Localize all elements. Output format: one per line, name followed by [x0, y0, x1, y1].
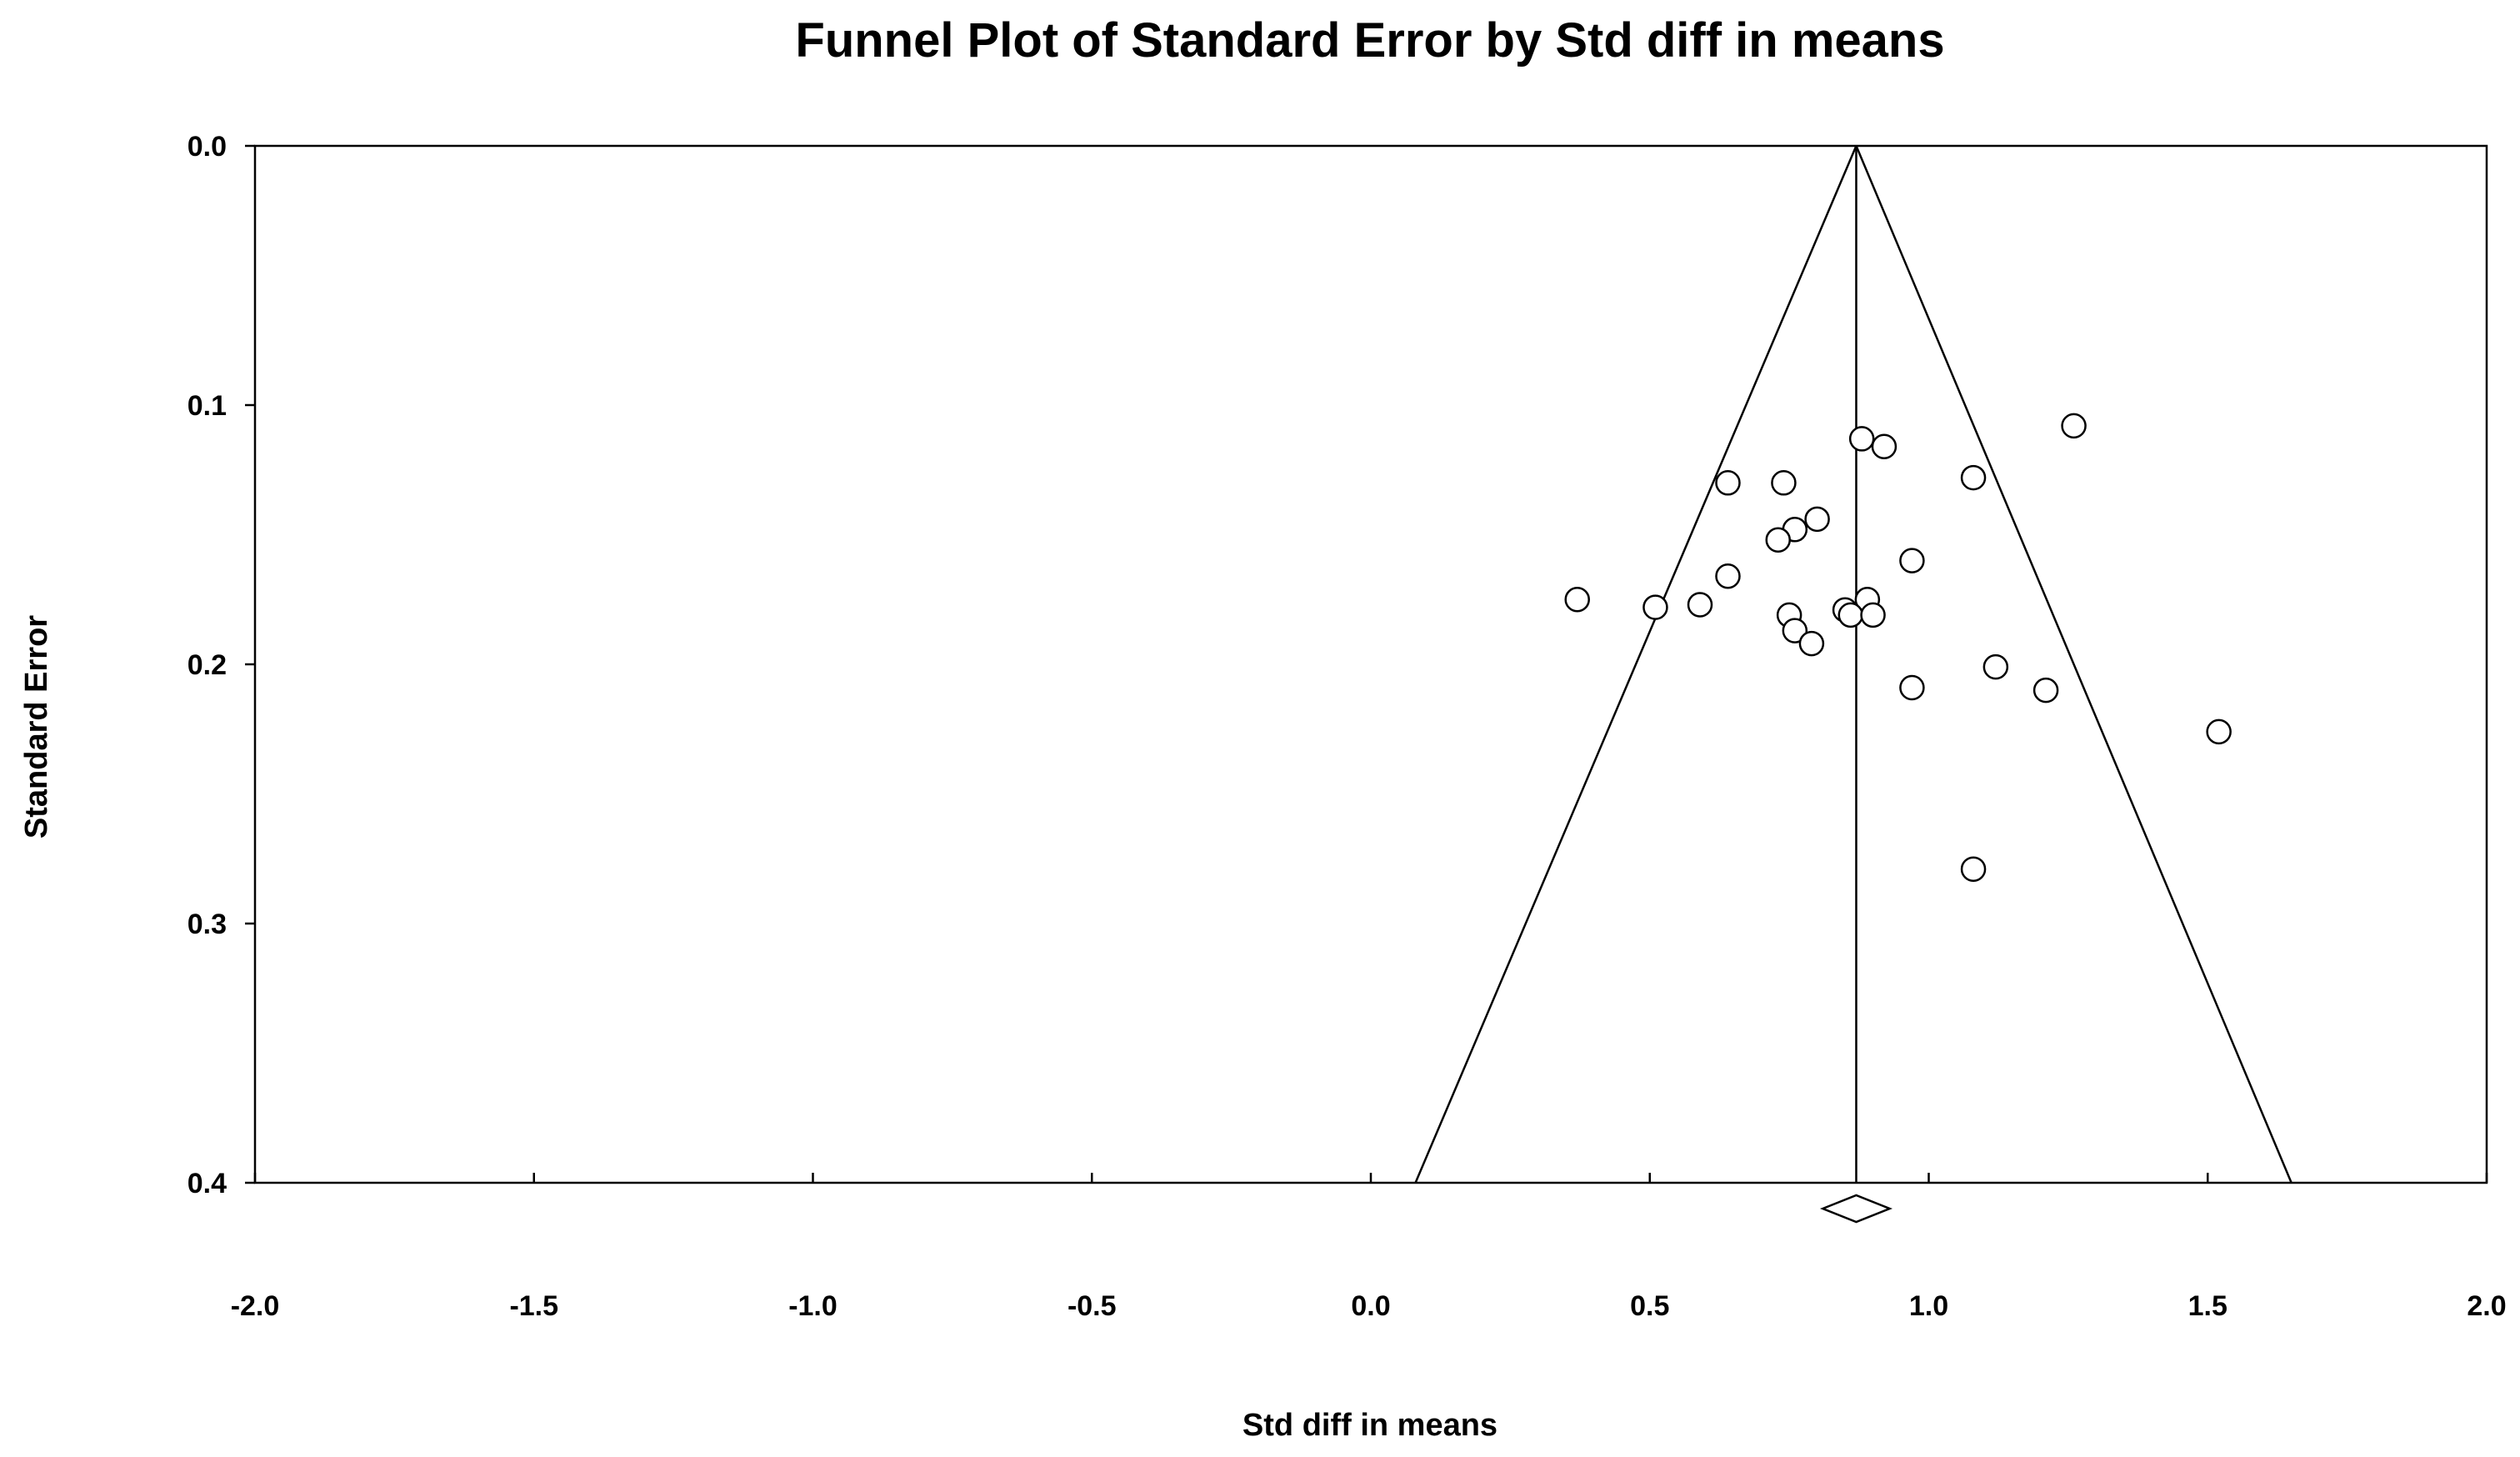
x-tick-label-8: 2.0 [2467, 1290, 2506, 1322]
x-axis-label: Std diff in means [1242, 1408, 1498, 1443]
funnel-lines [1414, 145, 2292, 1184]
study-point-21 [1982, 653, 2009, 680]
study-point-24 [2206, 718, 2232, 745]
x-tick-label-3: -0.5 [1068, 1290, 1117, 1322]
study-point-11 [1564, 587, 1590, 613]
study-point-17 [1860, 602, 1886, 628]
study-point-22 [1899, 674, 1925, 701]
funnel-right-limit [1855, 145, 2292, 1184]
x-tick-label-1: -1.5 [509, 1290, 558, 1322]
study-point-5 [1960, 464, 1987, 491]
x-tick-label-0: -2.0 [231, 1290, 280, 1322]
study-point-13 [1687, 592, 1713, 618]
y-tick-label-3: 0.3 [188, 909, 227, 940]
study-point-20 [1798, 630, 1825, 657]
y-tick-label-0: 0.0 [188, 131, 227, 163]
x-tick-label-2: -1.0 [788, 1290, 838, 1322]
summary-diamond-group [1819, 1194, 1893, 1224]
study-point-23 [2032, 677, 2059, 703]
x-tick-label-6: 1.0 [1909, 1290, 1948, 1322]
summary-diamond [1819, 1194, 1893, 1224]
chart-title: Funnel Plot of Standard Error by Std dif… [795, 13, 1944, 68]
study-point-4 [1771, 470, 1797, 496]
x-tick-label-5: 0.5 [1630, 1290, 1669, 1322]
y-tick-label-1: 0.1 [188, 390, 227, 422]
study-point-2 [1871, 433, 1898, 460]
study-point-0 [2061, 413, 2087, 439]
funnel-left-limit [1414, 145, 1858, 1184]
plot-frame [253, 144, 2488, 1184]
study-point-12 [1642, 594, 1668, 620]
study-point-3 [1715, 470, 1741, 496]
x-axis-ticks: -2.0 -1.5 -1.0 -0.5 0.0 0.5 1.0 1.5 2.0 [231, 1173, 2507, 1322]
study-point-6 [1804, 506, 1830, 533]
study-point-9 [1899, 548, 1925, 573]
y-axis-label: Standard Error [19, 615, 54, 839]
y-axis-ticks: 0.0 0.1 0.2 0.3 0.4 [188, 131, 255, 1199]
study-point-1 [1848, 426, 1875, 452]
study-point-10 [1715, 563, 1741, 589]
y-tick-label-4: 0.4 [188, 1168, 227, 1199]
y-tick-label-2: 0.2 [188, 649, 227, 681]
study-point-16 [1838, 602, 1864, 628]
x-tick-label-7: 1.5 [2188, 1290, 2228, 1322]
study-point-19 [1782, 618, 1808, 643]
study-point-8 [1765, 527, 1791, 553]
study-point-25 [1960, 856, 1987, 882]
study-points [1564, 413, 2232, 882]
x-tick-label-4: 0.0 [1351, 1290, 1390, 1322]
